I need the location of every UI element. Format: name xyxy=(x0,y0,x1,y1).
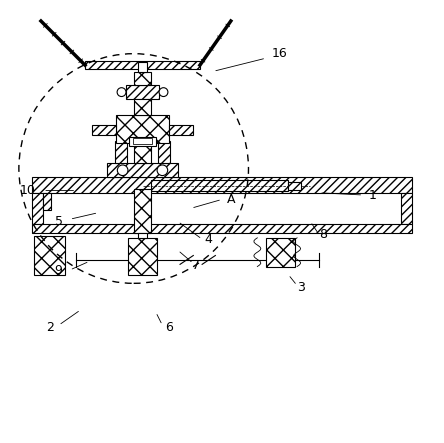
Text: 4: 4 xyxy=(205,233,213,246)
Text: 6: 6 xyxy=(165,321,173,334)
Bar xyxy=(401,193,412,224)
Bar xyxy=(134,189,151,233)
Text: 10: 10 xyxy=(20,184,36,197)
Bar xyxy=(158,141,170,163)
Text: 9: 9 xyxy=(55,264,63,276)
Bar xyxy=(107,163,178,177)
Bar xyxy=(126,85,159,99)
Text: 5: 5 xyxy=(55,215,63,228)
Bar xyxy=(138,62,147,72)
Circle shape xyxy=(157,165,168,175)
Bar xyxy=(92,125,116,135)
Bar xyxy=(133,138,152,144)
Bar xyxy=(116,115,169,144)
Bar xyxy=(138,233,147,238)
Text: 1: 1 xyxy=(368,189,376,202)
Bar xyxy=(115,141,127,163)
Bar xyxy=(266,238,295,267)
Bar xyxy=(129,137,156,146)
Bar xyxy=(151,180,288,191)
Bar xyxy=(32,193,43,224)
Text: 2: 2 xyxy=(46,321,54,334)
Bar xyxy=(134,144,151,163)
Text: 16: 16 xyxy=(272,47,287,60)
Text: 8: 8 xyxy=(320,228,328,241)
Bar xyxy=(288,182,301,190)
Bar xyxy=(169,125,193,135)
Circle shape xyxy=(117,88,126,97)
Bar xyxy=(34,236,65,276)
Bar xyxy=(32,224,412,233)
Text: 7: 7 xyxy=(191,259,199,272)
Bar xyxy=(43,193,51,210)
Bar xyxy=(85,61,200,69)
Text: 3: 3 xyxy=(297,281,305,294)
Circle shape xyxy=(159,88,168,97)
Bar xyxy=(128,238,157,276)
Bar xyxy=(32,177,412,193)
Text: A: A xyxy=(226,193,235,206)
Circle shape xyxy=(117,165,128,175)
Bar xyxy=(134,72,151,85)
Bar xyxy=(134,99,151,115)
